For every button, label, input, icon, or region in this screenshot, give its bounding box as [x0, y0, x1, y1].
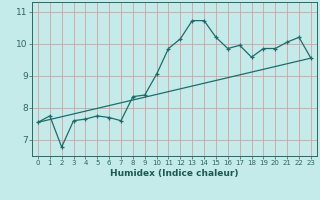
X-axis label: Humidex (Indice chaleur): Humidex (Indice chaleur)	[110, 169, 239, 178]
